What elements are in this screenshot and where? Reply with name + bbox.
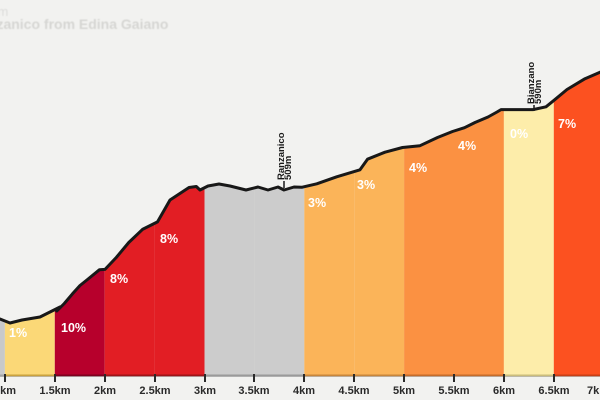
svg-text:3%: 3% bbox=[308, 196, 326, 210]
svg-text:6km: 6km bbox=[493, 385, 515, 397]
svg-text:4%: 4% bbox=[409, 161, 427, 175]
svg-text:10%: 10% bbox=[61, 321, 86, 335]
svg-text:4km: 4km bbox=[293, 385, 315, 397]
svg-text:4.5km: 4.5km bbox=[338, 385, 369, 397]
svg-text:0%: 0% bbox=[510, 127, 528, 141]
svg-text:7%: 7% bbox=[558, 117, 576, 131]
svg-text:509m: 509m bbox=[283, 156, 294, 180]
svg-text:3.5km: 3.5km bbox=[238, 385, 269, 397]
svg-text:Ranzanico from Edina Gaiano: Ranzanico from Edina Gaiano bbox=[0, 16, 168, 32]
svg-text:3km: 3km bbox=[194, 385, 216, 397]
svg-text:3%: 3% bbox=[357, 178, 375, 192]
svg-text:2km: 2km bbox=[94, 385, 116, 397]
svg-text:6.5km: 6.5km bbox=[538, 385, 569, 397]
svg-text:1%: 1% bbox=[9, 326, 27, 340]
svg-text:5km: 5km bbox=[393, 385, 415, 397]
svg-text:4%: 4% bbox=[458, 139, 476, 153]
svg-text:5.5km: 5.5km bbox=[438, 385, 469, 397]
svg-text:7km: 7km bbox=[587, 385, 600, 397]
svg-text:8%: 8% bbox=[110, 272, 128, 286]
svg-text:8%: 8% bbox=[160, 232, 178, 246]
svg-text:2.5km: 2.5km bbox=[139, 385, 170, 397]
svg-text:1.5km: 1.5km bbox=[39, 385, 70, 397]
svg-text:1km: 1km bbox=[0, 385, 16, 397]
svg-text:590m: 590m bbox=[533, 80, 544, 104]
